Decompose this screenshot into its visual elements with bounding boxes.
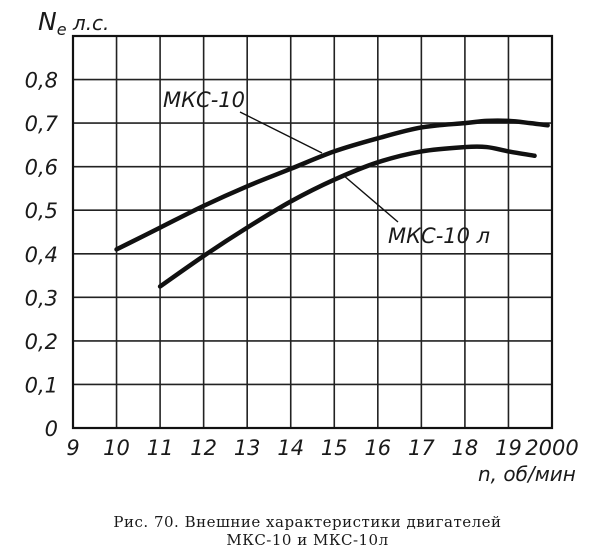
y-tick-label: 0,8	[25, 69, 58, 93]
figure-caption-line-1: Рис. 70. Внешние характеристики двигател…	[113, 513, 502, 531]
series-label-1: МКС-10	[163, 88, 245, 112]
y-tick-label: 0	[45, 417, 58, 441]
x-tick-label: 17	[408, 436, 435, 460]
y-tick-labels: 0 0,1 0,2 0,3 0,4 0,5 0,6 0,7 0,8	[25, 69, 59, 441]
y-tick-label: 0,6	[25, 156, 58, 180]
series-labels: МКС-10 МКС-10 л	[163, 88, 490, 248]
engine-characteristics-chart: 9 10 11 12 13 14 15 16 17 18 19 2000 00,10,20,30,40…	[25, 7, 579, 486]
y-axis-title-symbol: N	[38, 7, 57, 36]
x-tick-label: 19	[495, 436, 522, 460]
x-tick-label: 16	[364, 436, 391, 460]
series-line-1	[114, 118, 550, 252]
series-leader-line	[342, 174, 399, 223]
x-axis-title: n, об/мин	[478, 462, 576, 486]
x-tick-label: 15	[321, 436, 348, 460]
y-tick-label: 0,1	[25, 373, 58, 397]
x-tick-label: 2000	[525, 436, 578, 460]
series-label-2: МКС-10 л	[388, 224, 490, 248]
series-curves	[114, 118, 550, 289]
y-tick-label: 0,4	[25, 243, 58, 267]
y-tick-label: 0,7	[25, 112, 59, 136]
x-tick-label: 12	[190, 436, 217, 460]
x-tick-label: 13	[234, 436, 261, 460]
y-axis-title: Ne л.с.	[38, 7, 109, 39]
plot-frame	[71, 34, 554, 430]
y-tick-label: 0,2	[25, 330, 58, 354]
x-tick-label: 9	[66, 436, 79, 460]
x-tick-label: 10	[103, 436, 130, 460]
x-tick-label: 14	[277, 436, 304, 460]
x-tick-label: 18	[452, 436, 479, 460]
y-tick-label: 0,5	[25, 199, 58, 223]
x-tick-labels: 9 10 11 12 13 14 15 16 17 18 19 2000	[66, 436, 578, 460]
y-tick-label: 0,3	[25, 286, 58, 310]
x-tick-label: 11	[147, 436, 174, 460]
y-axis-title-subscript: e	[57, 20, 67, 39]
series-leader-line	[239, 111, 323, 154]
figure-caption-line-2: МКС-10 и МКС-10л	[226, 531, 389, 549]
y-axis-title-unit: л.с.	[67, 11, 110, 35]
series-line-2	[157, 144, 537, 289]
